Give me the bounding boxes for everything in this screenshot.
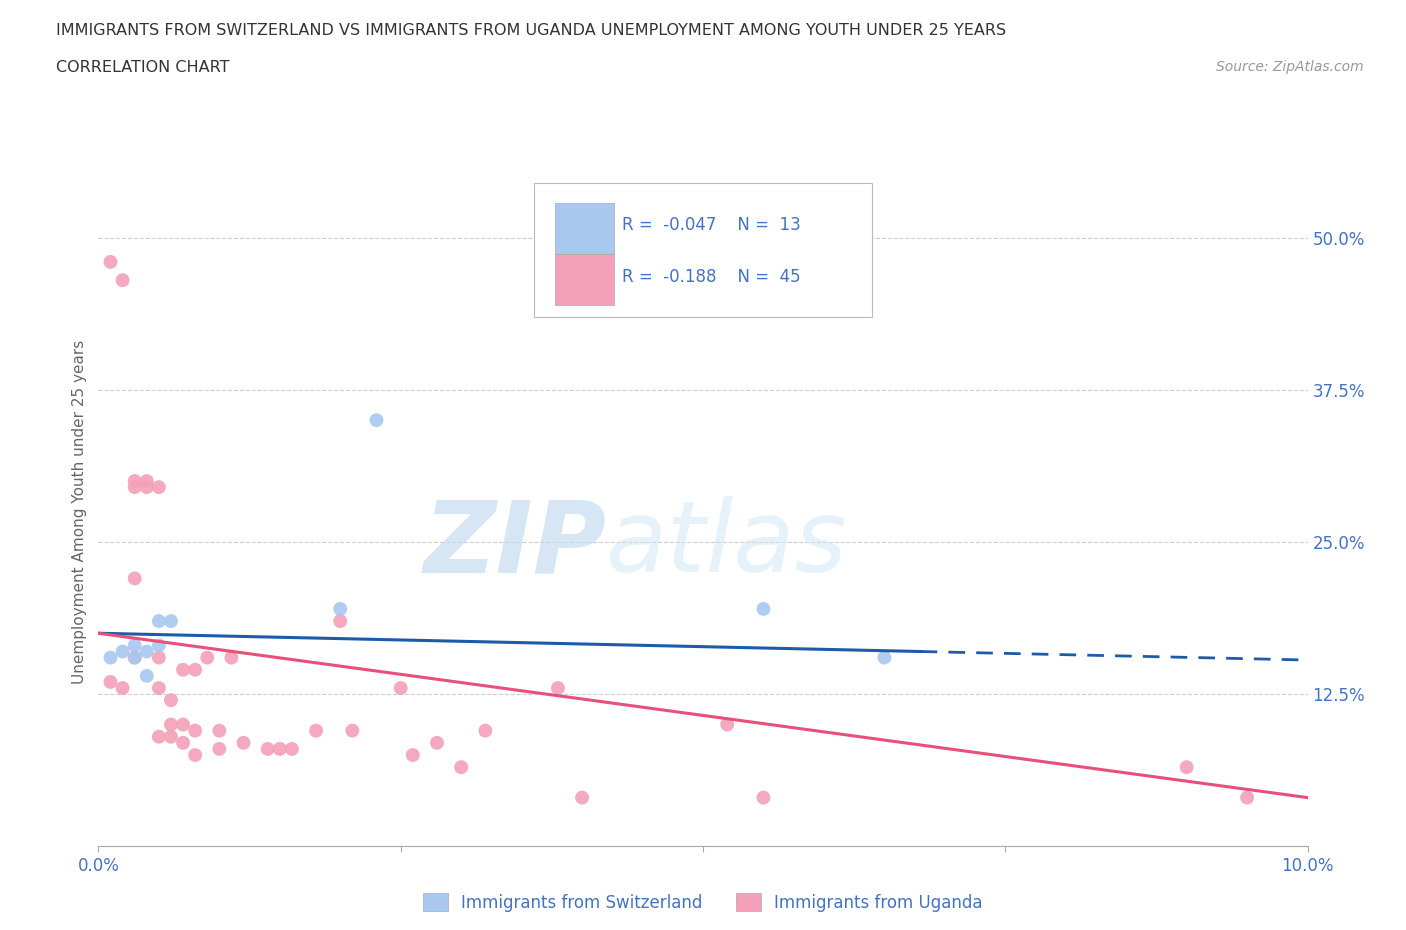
Point xyxy=(474,724,496,738)
Point xyxy=(135,644,157,659)
Point xyxy=(1175,760,1198,775)
Point xyxy=(148,638,170,653)
Point xyxy=(148,729,170,744)
Text: ZIP: ZIP xyxy=(423,497,606,593)
Text: R =  -0.188    N =  45: R = -0.188 N = 45 xyxy=(621,268,800,286)
Point xyxy=(342,724,364,738)
Point xyxy=(135,669,157,684)
Point xyxy=(184,724,207,738)
Point xyxy=(111,272,134,287)
Text: CORRELATION CHART: CORRELATION CHART xyxy=(56,60,229,75)
Point xyxy=(124,480,146,495)
Point xyxy=(135,473,157,488)
Point xyxy=(426,736,449,751)
Point xyxy=(402,748,425,763)
Point xyxy=(124,638,146,653)
FancyBboxPatch shape xyxy=(534,183,872,317)
Point xyxy=(366,413,388,428)
FancyBboxPatch shape xyxy=(555,255,613,305)
Point xyxy=(329,602,352,617)
Point xyxy=(450,760,472,775)
Point xyxy=(124,650,146,665)
Point xyxy=(184,748,207,763)
Point xyxy=(148,480,170,495)
Point xyxy=(100,674,122,689)
Y-axis label: Unemployment Among Youth under 25 years: Unemployment Among Youth under 25 years xyxy=(72,339,87,684)
Point xyxy=(208,741,231,756)
Point xyxy=(389,681,412,696)
Point xyxy=(256,741,278,756)
Point xyxy=(124,473,146,488)
Point xyxy=(752,790,775,805)
Point xyxy=(172,717,194,732)
Point xyxy=(135,480,157,495)
Point xyxy=(221,650,243,665)
Legend: Immigrants from Switzerland, Immigrants from Uganda: Immigrants from Switzerland, Immigrants … xyxy=(416,887,990,918)
Text: atlas: atlas xyxy=(606,497,848,593)
Point xyxy=(184,662,207,677)
Point xyxy=(160,729,183,744)
Point xyxy=(269,741,291,756)
Point xyxy=(716,717,738,732)
Point xyxy=(111,681,134,696)
Text: IMMIGRANTS FROM SWITZERLAND VS IMMIGRANTS FROM UGANDA UNEMPLOYMENT AMONG YOUTH U: IMMIGRANTS FROM SWITZERLAND VS IMMIGRANT… xyxy=(56,23,1007,38)
Point xyxy=(752,602,775,617)
Point xyxy=(160,717,183,732)
Point xyxy=(873,650,896,665)
Point xyxy=(208,724,231,738)
Point xyxy=(172,736,194,751)
Point xyxy=(124,571,146,586)
Point xyxy=(232,736,254,751)
Point xyxy=(148,650,170,665)
Point xyxy=(124,650,146,665)
Point xyxy=(195,650,218,665)
FancyBboxPatch shape xyxy=(555,204,613,254)
Point xyxy=(148,614,170,629)
Point xyxy=(305,724,328,738)
Point xyxy=(100,255,122,270)
Point xyxy=(547,681,569,696)
Point xyxy=(571,790,593,805)
Point xyxy=(111,644,134,659)
Point xyxy=(100,650,122,665)
Text: R =  -0.047    N =  13: R = -0.047 N = 13 xyxy=(621,216,801,234)
Text: Source: ZipAtlas.com: Source: ZipAtlas.com xyxy=(1216,60,1364,74)
Point xyxy=(148,681,170,696)
Point xyxy=(329,614,352,629)
Point xyxy=(172,662,194,677)
Point xyxy=(160,614,183,629)
Point xyxy=(281,741,304,756)
Point xyxy=(160,693,183,708)
Point xyxy=(1236,790,1258,805)
